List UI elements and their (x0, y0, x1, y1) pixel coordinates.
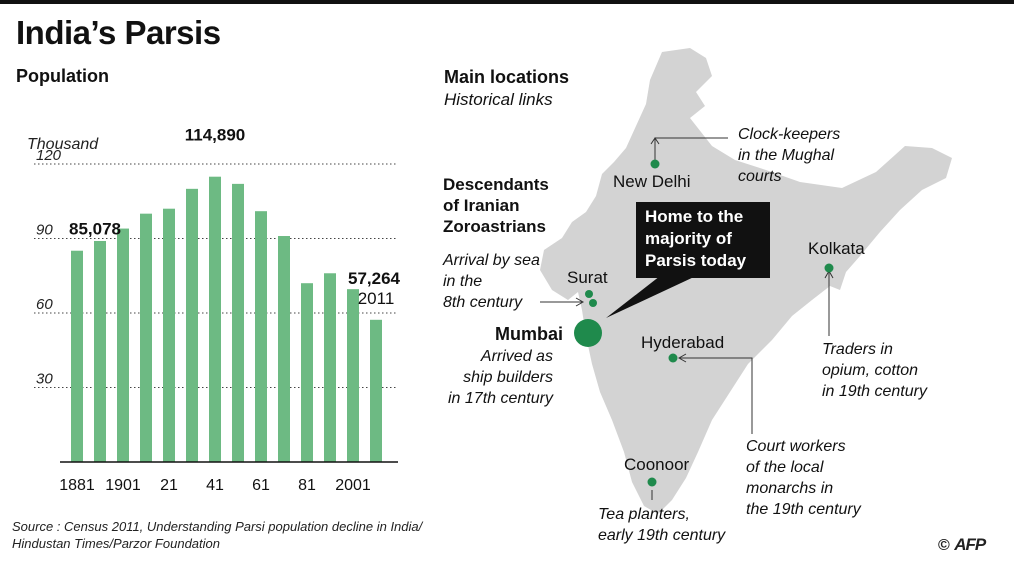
dot-mumbai (574, 319, 602, 347)
dot-coonoor (647, 477, 657, 487)
note-hyderabad: Court workers of the local monarchs in t… (746, 438, 861, 518)
source-note: Source : Census 2011, Understanding Pars… (12, 519, 423, 551)
label-kolkata: Kolkata (808, 239, 865, 258)
arrow-delhi (650, 137, 660, 145)
bar-1931 (186, 188, 198, 463)
dot-new-delhi (650, 159, 660, 169)
value-label: 85,078 (69, 220, 121, 239)
bar-1881 (71, 250, 83, 462)
callout-box: Home to the majority of Parsis today (636, 202, 770, 278)
group-label: Descendants of Iranian Zoroastrians (443, 175, 549, 236)
x-tick-label: 41 (206, 477, 224, 494)
map-legend-subtitle: Historical links (444, 90, 553, 109)
bar-1911 (140, 213, 152, 462)
afp-credit: © AFP (938, 535, 986, 555)
page-title: India’s Parsis (16, 14, 221, 51)
x-tick-label: 1901 (105, 477, 141, 494)
bar-1891 (94, 240, 106, 462)
leader-delhi (654, 137, 728, 160)
dot-kolkata (824, 263, 834, 273)
chart-subtitle: Population (16, 66, 109, 86)
leader-hyderabad (680, 357, 753, 434)
note-mumbai: Arrived as ship builders in 17th century (448, 348, 553, 407)
y-tick-label: 90 (36, 222, 53, 239)
x-tick-label: 61 (252, 477, 270, 494)
bar-1981 (301, 283, 313, 462)
label-hyderabad: Hyderabad (641, 333, 725, 352)
value-label: 57,264 (348, 269, 401, 288)
bar-1941 (209, 176, 221, 463)
afp-logo: AFP (954, 535, 986, 554)
dot-hyderabad (668, 353, 678, 363)
label-coonoor: Coonoor (624, 455, 690, 474)
x-tick-label: 21 (160, 477, 178, 494)
note-surat: Arrival by sea in the 8th century (443, 252, 540, 311)
x-tick-label: 1881 (59, 477, 95, 494)
population-bar-chart: 30 60 90 120 1881 1901 21 41 61 81 2001 85,078 114,8… (34, 126, 401, 494)
label-surat: Surat (567, 268, 608, 287)
bar-1921 (163, 208, 175, 462)
bar-1961 (255, 211, 267, 462)
bar-2011 (370, 319, 382, 462)
note-kolkata: Traders in opium, cotton in 19th century (822, 341, 927, 400)
top-rule (0, 0, 1014, 4)
arrow-hyderabad (677, 353, 687, 363)
dot-surat-2 (589, 299, 597, 307)
map-legend-title: Main locations (444, 67, 570, 87)
value-label: 114,890 (185, 126, 246, 145)
bar-1971 (278, 236, 290, 462)
y-tick-label: 60 (36, 296, 53, 313)
bar-1951 (232, 183, 244, 462)
y-tick-label: 120 (36, 147, 62, 164)
arrow-kolkata (824, 269, 834, 279)
bar-2001 (347, 289, 359, 462)
label-mumbai: Mumbai (495, 324, 564, 344)
dot-surat-1 (585, 290, 593, 298)
x-tick-label: 2001 (335, 477, 371, 494)
callout-pointer (606, 276, 696, 318)
label-new-delhi: New Delhi (613, 172, 691, 191)
y-unit-label: Thousand (27, 136, 99, 153)
value-label: 2011 (358, 289, 395, 308)
bar-1991 (324, 273, 336, 462)
note-coonoor: Tea planters, early 19th century (598, 506, 726, 544)
bar-1901 (117, 228, 129, 462)
x-tick-label: 81 (298, 477, 316, 494)
arrow-surat (575, 297, 585, 307)
copyright-symbol: © (938, 537, 950, 554)
y-tick-label: 30 (36, 371, 53, 388)
note-delhi: Clock-keepers in the Mughal courts (738, 126, 841, 185)
